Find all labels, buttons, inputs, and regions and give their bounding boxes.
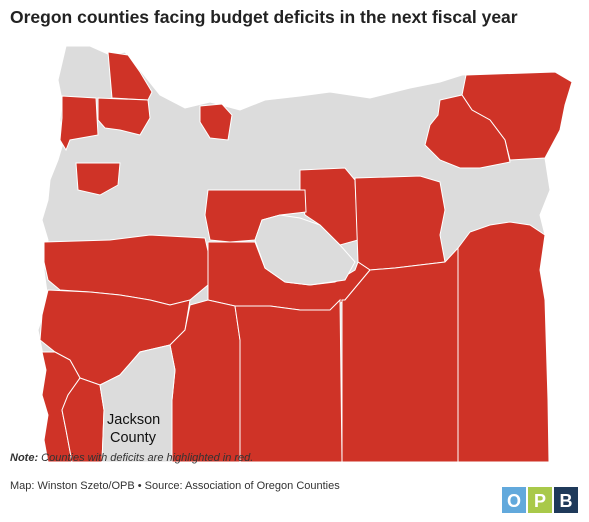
- county-hood-river: [199, 103, 233, 141]
- county-clatsop: [59, 95, 99, 152]
- county-malheur: [457, 221, 550, 463]
- opb-logo-p-tile: [528, 487, 552, 513]
- opb-logo-o: O: [507, 491, 521, 511]
- county-washington: [97, 97, 151, 136]
- oregon-county-map: Jackson County: [37, 45, 573, 463]
- county-grant: [354, 175, 446, 271]
- map-note: Note: Counties with deficits are highlig…: [10, 452, 253, 464]
- jackson-county-label-line1: Jackson: [107, 412, 160, 428]
- county-jefferson: [254, 214, 356, 286]
- county-lake: [234, 298, 343, 463]
- county-jackson: [99, 344, 176, 463]
- opb-logo-b: B: [560, 491, 573, 511]
- map-title: Oregon counties facing budget deficits i…: [10, 7, 518, 27]
- note-text: Counties with deficits are highlighted i…: [38, 452, 254, 464]
- opb-logo: O P B: [502, 487, 578, 513]
- note-label: Note:: [10, 452, 39, 464]
- map-credit: Map: Winston Szeto/OPB • Source: Associa…: [10, 480, 340, 492]
- opb-logo-o-tile: [502, 487, 526, 513]
- opb-logo-p: P: [534, 491, 546, 511]
- county-polk: [75, 162, 121, 196]
- county-union: [424, 94, 511, 169]
- jackson-county-label-line2: County: [110, 430, 157, 446]
- county-columbia: [107, 51, 153, 101]
- opb-logo-b-tile: [554, 487, 578, 513]
- county-harney: [341, 246, 459, 463]
